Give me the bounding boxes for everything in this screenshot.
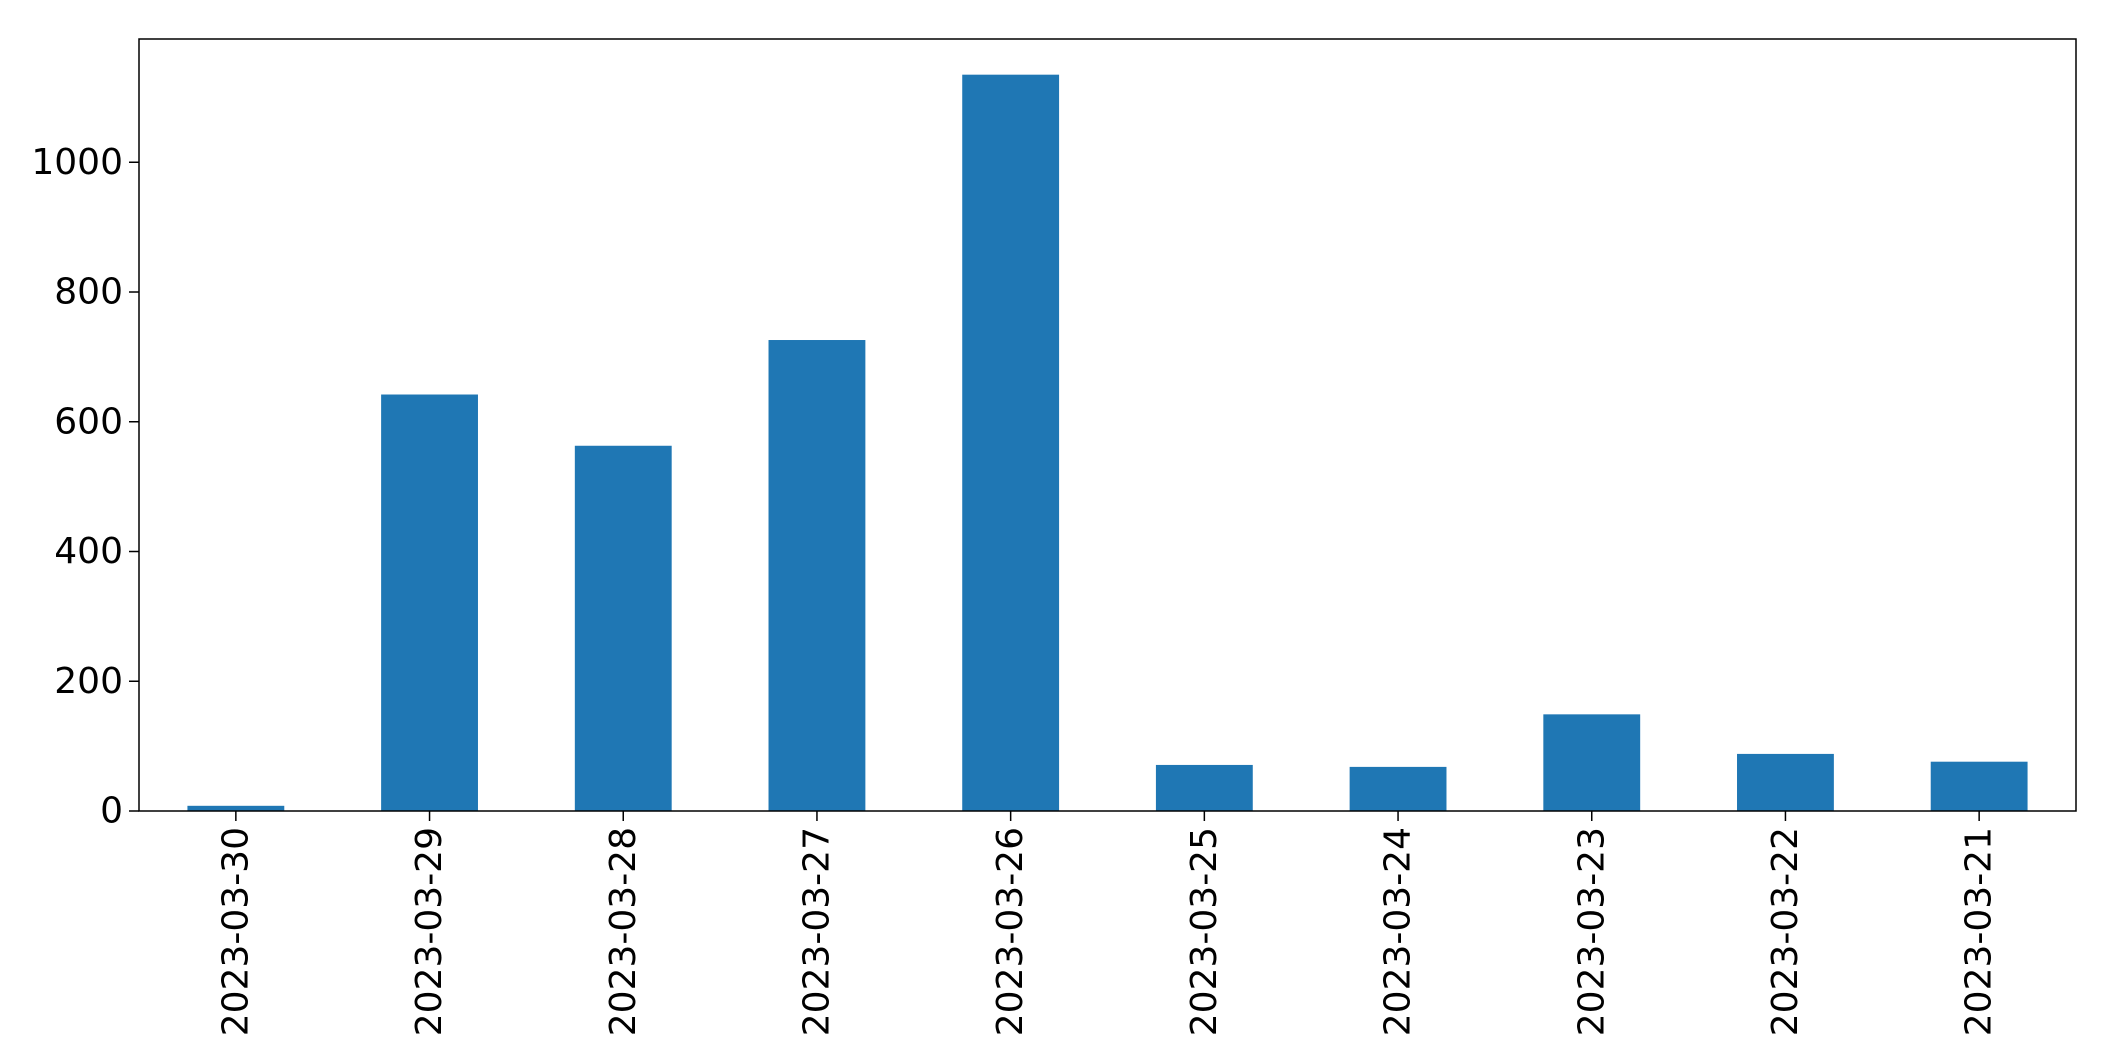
x-tick-label: 2023-03-22: [1765, 827, 1806, 1036]
bar-2023-03-26: [962, 74, 1060, 812]
bars-layer: [187, 74, 2028, 812]
y-tick-label: 800: [54, 272, 123, 313]
y-tick-label: 400: [54, 531, 123, 572]
x-axis: 2023-03-30 2023-03-29 2023-03-28 2023-03-27…: [215, 811, 2000, 1036]
x-tick-label: 2023-03-28: [603, 827, 644, 1036]
x-tick-label: 2023-03-27: [796, 827, 837, 1036]
x-tick-label: 2023-03-25: [1184, 827, 1225, 1036]
x-tick-label: 2023-03-30: [215, 827, 256, 1036]
x-tick-label: 2023-03-21: [1959, 827, 2000, 1036]
plot-frame: [138, 38, 2077, 812]
y-tick-label: 600: [54, 401, 123, 442]
x-tick-label: 2023-03-23: [1571, 827, 1612, 1036]
bar-2023-03-28: [574, 445, 672, 811]
x-tick-label: 2023-03-29: [409, 827, 450, 1036]
bar-2023-03-21: [1930, 761, 2028, 811]
x-tick-label: 2023-03-24: [1378, 827, 1419, 1036]
y-tick-label: 200: [54, 661, 123, 702]
y-tick-label: 0: [100, 791, 123, 832]
bar-2023-03-25: [1155, 764, 1253, 811]
y-tick-label: 1000: [31, 142, 123, 183]
bar-2023-03-27: [768, 340, 866, 811]
bar-2023-03-22: [1737, 753, 1834, 811]
bar-2023-03-29: [381, 394, 478, 811]
bar-2023-03-23: [1543, 714, 1641, 811]
bar-2023-03-24: [1349, 766, 1447, 811]
x-tick-label: 2023-03-26: [990, 827, 1031, 1036]
y-axis: 0 200 400 600 800 1000: [31, 142, 139, 832]
bar-2023-03-30: [187, 805, 285, 811]
